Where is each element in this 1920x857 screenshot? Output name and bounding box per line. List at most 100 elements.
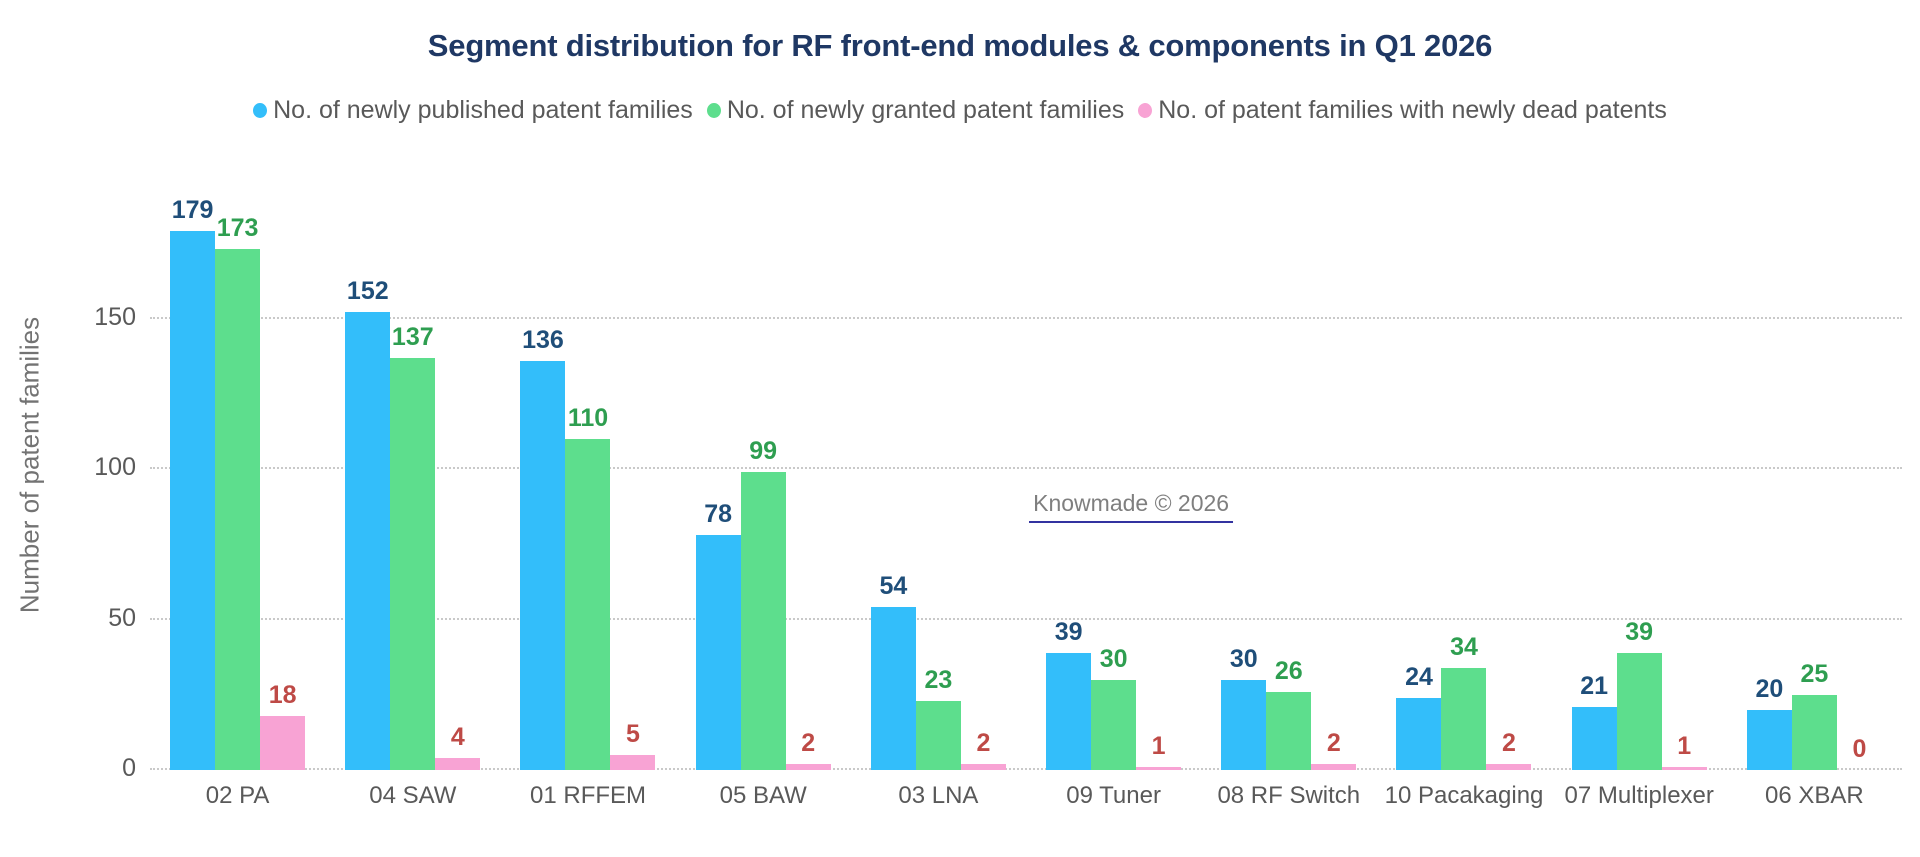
legend-label: No. of patent families with newly dead p… [1158,96,1667,124]
gridline [150,768,1902,770]
bar [915,700,961,770]
bar [170,231,216,770]
y-tick-label: 150 [94,302,136,331]
plot-area: Knowmade © 2026 179 173 18 152 137 4 136 110 5 78… [150,168,1902,770]
bar [610,754,656,770]
x-axis-label: 08 RF Switch [1217,782,1361,809]
bar-value-label: 24 [1405,662,1433,691]
bar [1571,706,1617,770]
bar [260,715,306,770]
y-axis-title: Number of patent families [14,316,45,614]
bar-value-label: 2 [801,728,816,757]
bar-value-label: 2 [1326,728,1341,757]
bar-value-label: 18 [268,680,297,709]
bar-value-label: 26 [1274,656,1303,685]
bar-group-08-rf-switch: 30 26 2 [1201,168,1376,770]
bar-value-label: 25 [1800,659,1829,688]
bar [1791,694,1837,770]
bar-group-01-rffem: 136 110 5 [500,168,675,770]
bar [1486,763,1532,770]
bar [435,757,481,770]
bar-value-label: 136 [522,325,564,354]
x-axis-label: 06 XBAR [1765,782,1864,809]
bar-group-09-tuner: 39 30 1 [1026,168,1201,770]
bar-value-label: 30 [1099,644,1128,673]
bar-value-label: 20 [1755,674,1784,703]
bar [390,357,436,770]
legend-dot-icon [706,103,721,118]
gridline [150,316,1902,319]
bar [695,535,741,770]
legend-item-0: No. of newly published patent families [253,96,693,125]
legend: No. of newly published patent families No… [0,96,1920,125]
bar-group-05-baw: 78 99 2 [676,168,851,770]
x-axis-label: 09 Tuner [1066,782,1161,809]
y-tick-label: 0 [122,754,136,782]
bar-value-label: 99 [749,437,778,466]
legend-item-2: No. of patent families with newly dead p… [1138,96,1667,125]
bar [960,763,1006,770]
bar-value-label: 110 [567,403,609,432]
bar [1311,763,1357,770]
legend-dot-icon [253,103,268,118]
bar-value-label: 39 [1625,617,1654,646]
x-axis-label: 02 PA [205,782,270,809]
bar [1266,691,1312,770]
x-axis-label: 03 LNA [898,782,979,809]
bar [1441,667,1487,770]
bar-value-label: 21 [1580,671,1609,700]
bar-value-label: 78 [704,500,733,529]
x-axis-label: 10 Pacakaging [1384,782,1544,809]
bar [215,249,261,770]
x-axis-label: 01 RFFEM [529,782,647,809]
bar [740,472,786,770]
x-axis-label: 05 BAW [719,782,807,809]
bar-value-label: 2 [976,728,991,757]
bar-value-label: 34 [1450,632,1478,661]
bar [345,312,391,770]
bar-value-label: 179 [171,196,214,225]
y-tick-label: 100 [94,453,136,481]
legend-label: No. of newly published patent families [273,96,693,124]
knowmade-link[interactable]: Knowmade © 2026 [1029,490,1234,523]
y-tick-label: 50 [108,603,136,632]
bar-value-label: 4 [450,722,465,751]
x-axis-label: 07 Multiplexer [1564,782,1714,809]
bar-value-label: 30 [1229,644,1258,673]
bar [1746,709,1792,770]
legend-label: No. of newly granted patent families [726,96,1125,124]
bar-value-label: 1 [1151,732,1166,760]
bar-group-10-pacakaging: 24 34 2 [1376,168,1551,770]
bar [1136,767,1182,770]
bar [520,360,566,770]
bar-group-07-multiplexer: 21 39 1 [1552,168,1727,770]
bar [870,607,916,770]
bar-value-label: 2 [1502,728,1516,757]
bar-value-label: 54 [879,572,908,601]
bar-group-03-lna: 54 23 2 [851,168,1026,770]
bar-value-label: 173 [216,214,259,243]
bar-value-label: 5 [626,719,640,748]
bar-group-02-pa: 179 173 18 [150,168,325,770]
bar-value-label: 152 [346,277,389,306]
bar-value-label: 137 [391,322,434,351]
bar [1221,679,1267,770]
bar-value-label: 0 [1852,735,1867,763]
gridline [150,617,1902,620]
bar [1091,679,1137,770]
bar-value-label: 23 [924,665,953,694]
x-axis-label: 04 SAW [369,782,457,809]
bar-group-04-saw: 152 137 4 [325,168,500,770]
bar [785,763,831,770]
gridline [150,467,1902,469]
bar [1616,652,1662,770]
bar-value-label: 1 [1677,732,1692,760]
bar-group-06-xbar: 20 25 0 [1727,168,1902,770]
bar [1396,697,1442,770]
bar [1046,652,1092,770]
bar [565,438,611,770]
bar-value-label: 39 [1054,617,1083,646]
legend-dot-icon [1138,103,1153,118]
legend-item-1: No. of newly granted patent families [706,96,1125,125]
